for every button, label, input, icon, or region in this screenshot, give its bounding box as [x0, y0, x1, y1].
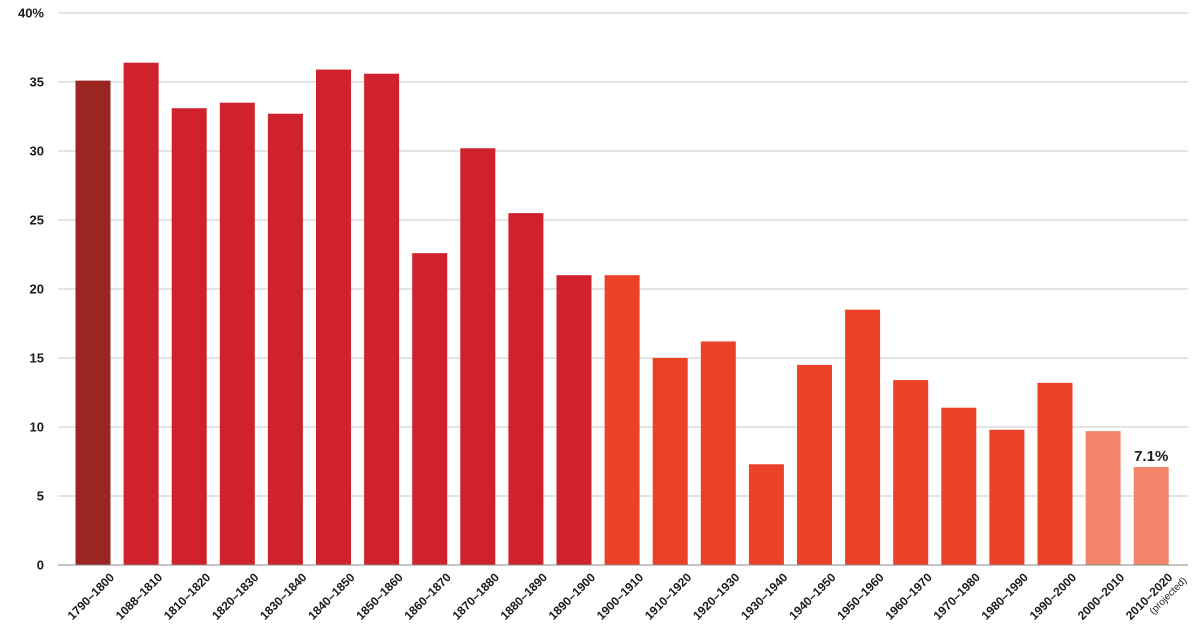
bar	[989, 429, 1025, 565]
bar	[1133, 467, 1169, 565]
x-tick-label: 1830–1840	[257, 570, 310, 623]
bar	[700, 341, 736, 565]
x-tick-label: 1910–1920	[642, 570, 695, 623]
bar	[556, 275, 592, 565]
y-tick-label: 5	[37, 489, 44, 504]
bar	[316, 69, 351, 565]
x-tick-label: 1840–1850	[305, 570, 358, 623]
x-tick-label: 1990–2000	[1027, 570, 1080, 623]
x-tick-label: 1820–1830	[209, 570, 262, 623]
bar	[364, 73, 400, 565]
y-tick-label: 15	[30, 351, 44, 366]
bar	[508, 213, 544, 565]
x-tick-label: 1980–1990	[979, 570, 1032, 623]
x-tick-label: 1970–1980	[931, 570, 984, 623]
x-tick-label: 2000–2010	[1075, 570, 1128, 623]
bar	[893, 380, 929, 565]
x-tick-label: 1088–1810	[113, 570, 166, 623]
bar	[267, 113, 303, 566]
data-label: 7.1%	[1134, 448, 1168, 465]
bar	[460, 148, 496, 566]
bar	[219, 102, 255, 565]
y-axis-tick-labels: 0 5 10 15 20 25 30 35 40%	[18, 6, 44, 573]
x-axis-tick-labels: 1790–18001088–18101810–18201820–18301830…	[65, 570, 1190, 623]
x-tick-label: 1810–1820	[161, 570, 214, 623]
bar	[1037, 382, 1073, 565]
x-tick-label: 1930–1940	[738, 570, 791, 623]
y-tick-label: 20	[30, 282, 44, 297]
x-tick-label: 1850–1860	[353, 570, 406, 623]
bar	[1085, 431, 1121, 565]
bar	[412, 253, 448, 565]
x-tick-label: 1790–1800	[65, 570, 118, 623]
x-tick-label: 1950–1960	[834, 570, 887, 623]
bars	[75, 62, 1169, 566]
x-tick-label: 1940–1950	[786, 570, 839, 623]
x-tick-label: 1900–1910	[594, 570, 647, 623]
data-labels: 7.1%	[1134, 448, 1168, 465]
y-tick-label: 40%	[18, 6, 44, 21]
bar	[652, 358, 688, 565]
y-tick-label: 0	[37, 558, 44, 573]
y-tick-label: 25	[30, 213, 44, 228]
bar	[941, 407, 977, 565]
bar	[604, 275, 640, 565]
x-tick-label: 1890–1900	[546, 570, 599, 623]
x-tick-label: 1960–1970	[882, 570, 935, 623]
y-tick-label: 10	[30, 420, 44, 435]
bar	[123, 62, 159, 566]
bar	[171, 108, 207, 565]
bar	[75, 80, 111, 566]
bar	[845, 309, 881, 565]
y-tick-label: 35	[30, 75, 44, 90]
x-tick-label: 1870–1880	[450, 570, 503, 623]
x-tick-label: 1920–1930	[690, 570, 743, 623]
x-tick-label: 1880–1890	[498, 570, 551, 623]
bar	[797, 364, 832, 565]
bar	[748, 464, 784, 565]
y-tick-label: 30	[30, 144, 44, 159]
x-tick-label: 1860–1870	[401, 570, 454, 623]
